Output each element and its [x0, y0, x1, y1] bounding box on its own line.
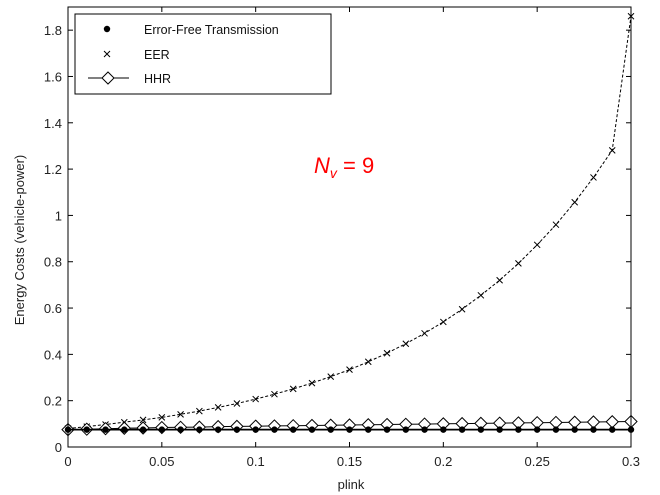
x-tick-label: 0.15: [337, 454, 362, 469]
annotation-subscript: v: [330, 165, 338, 181]
point-error-free-transmission: [196, 426, 203, 433]
point-eer: [477, 291, 485, 299]
x-tick-label: 0.2: [434, 454, 452, 469]
point-error-free-transmission: [177, 426, 184, 433]
point-eer: [139, 416, 147, 424]
x-axis-label: plink: [338, 477, 365, 492]
point-eer: [608, 146, 616, 154]
y-tick-label: 0.6: [44, 301, 62, 316]
point-error-free-transmission: [402, 426, 409, 433]
point-eer: [158, 414, 166, 421]
point-error-free-transmission: [458, 426, 466, 433]
annotation-suffix: = 9: [337, 153, 374, 178]
point-eer: [496, 276, 503, 284]
y-tick-label: 1.8: [44, 23, 62, 38]
point-error-free-transmission: [233, 426, 241, 433]
point-error-free-transmission: [346, 426, 353, 433]
legend-diamond-marker: [101, 71, 115, 85]
point-eer: [590, 174, 597, 181]
legend-label-eer: EER: [144, 48, 170, 62]
point-error-free-transmission: [552, 426, 560, 433]
point-eer: [515, 260, 522, 267]
x-tick-label: 0.1: [247, 454, 265, 469]
y-tick-label: 0.4: [44, 347, 62, 362]
x-tick-label: 0.25: [525, 454, 550, 469]
y-tick-label: 1.2: [44, 162, 62, 177]
y-tick-label: 0: [55, 440, 62, 455]
point-error-free-transmission: [477, 426, 485, 433]
y-tick-label: 0.8: [44, 255, 62, 270]
annotation-prefix: N: [314, 153, 330, 178]
point-error-free-transmission: [496, 426, 503, 433]
point-hhr: [567, 415, 582, 429]
point-eer: [383, 349, 391, 357]
point-error-free-transmission: [421, 426, 428, 433]
point-hhr: [586, 415, 601, 429]
x-tick-label: 0: [64, 454, 71, 469]
point-error-free-transmission: [590, 426, 597, 433]
point-error-free-transmission: [83, 426, 90, 433]
point-eer: [458, 305, 466, 313]
point-error-free-transmission: [383, 426, 391, 433]
legend-label-error-free: Error-Free Transmission: [144, 23, 279, 37]
x-tick-label: 0.3: [622, 454, 640, 469]
point-eer: [533, 241, 541, 249]
x-tick-label: 0.05: [149, 454, 174, 469]
legend-box: [74, 13, 332, 95]
y-axis-label: Energy Costs (vehicle-power): [12, 155, 27, 326]
point-eer: [214, 404, 222, 411]
point-eer: [252, 395, 260, 403]
y-tick-label: 0.2: [44, 394, 62, 409]
legend-dot-marker: [103, 25, 111, 33]
point-eer: [233, 400, 241, 407]
point-error-free-transmission: [308, 426, 316, 433]
point-error-free-transmission: [571, 426, 578, 433]
point-eer: [402, 340, 410, 348]
point-eer: [364, 358, 372, 366]
point-error-free-transmission: [139, 426, 147, 433]
point-hhr: [605, 415, 619, 429]
point-eer: [308, 379, 316, 387]
point-error-free-transmission: [327, 426, 334, 433]
ticks-layer: 0 0.05 0.1 0.15 0.2 0.25 0.3 0 0.2 0.4 0.6 0.8 1 1.2 1…: [44, 7, 640, 469]
point-eer: [177, 410, 184, 418]
point-eer: [439, 318, 447, 326]
plot-frame: [67, 6, 632, 448]
point-eer: [196, 407, 203, 415]
point-eer: [346, 366, 353, 374]
legend-label-hhr: HHR: [144, 72, 171, 86]
point-error-free-transmission: [515, 426, 522, 433]
point-error-free-transmission: [102, 426, 109, 433]
legend-x-marker: [103, 50, 111, 58]
y-tick-label: 1.4: [44, 116, 62, 131]
point-error-free-transmission: [365, 426, 372, 433]
point-error-free-transmission: [609, 426, 616, 433]
y-tick-label: 1: [55, 208, 62, 223]
point-eer: [289, 385, 297, 393]
point-error-free-transmission: [252, 426, 259, 433]
point-error-free-transmission: [533, 426, 541, 433]
point-error-free-transmission: [271, 426, 278, 433]
point-error-free-transmission: [440, 426, 447, 433]
y-tick-label: 1.6: [44, 69, 62, 84]
point-eer: [552, 221, 560, 229]
point-eer: [271, 390, 278, 398]
point-error-free-transmission: [214, 426, 222, 433]
legend: Error-Free Transmission EER HHR: [74, 13, 332, 95]
point-eer: [571, 198, 579, 206]
point-error-free-transmission: [121, 426, 128, 433]
nv-annotation: Nv = 9: [314, 153, 374, 181]
point-eer: [327, 373, 335, 380]
point-error-free-transmission: [290, 426, 297, 433]
point-error-free-transmission: [158, 426, 166, 433]
point-eer: [421, 329, 428, 337]
